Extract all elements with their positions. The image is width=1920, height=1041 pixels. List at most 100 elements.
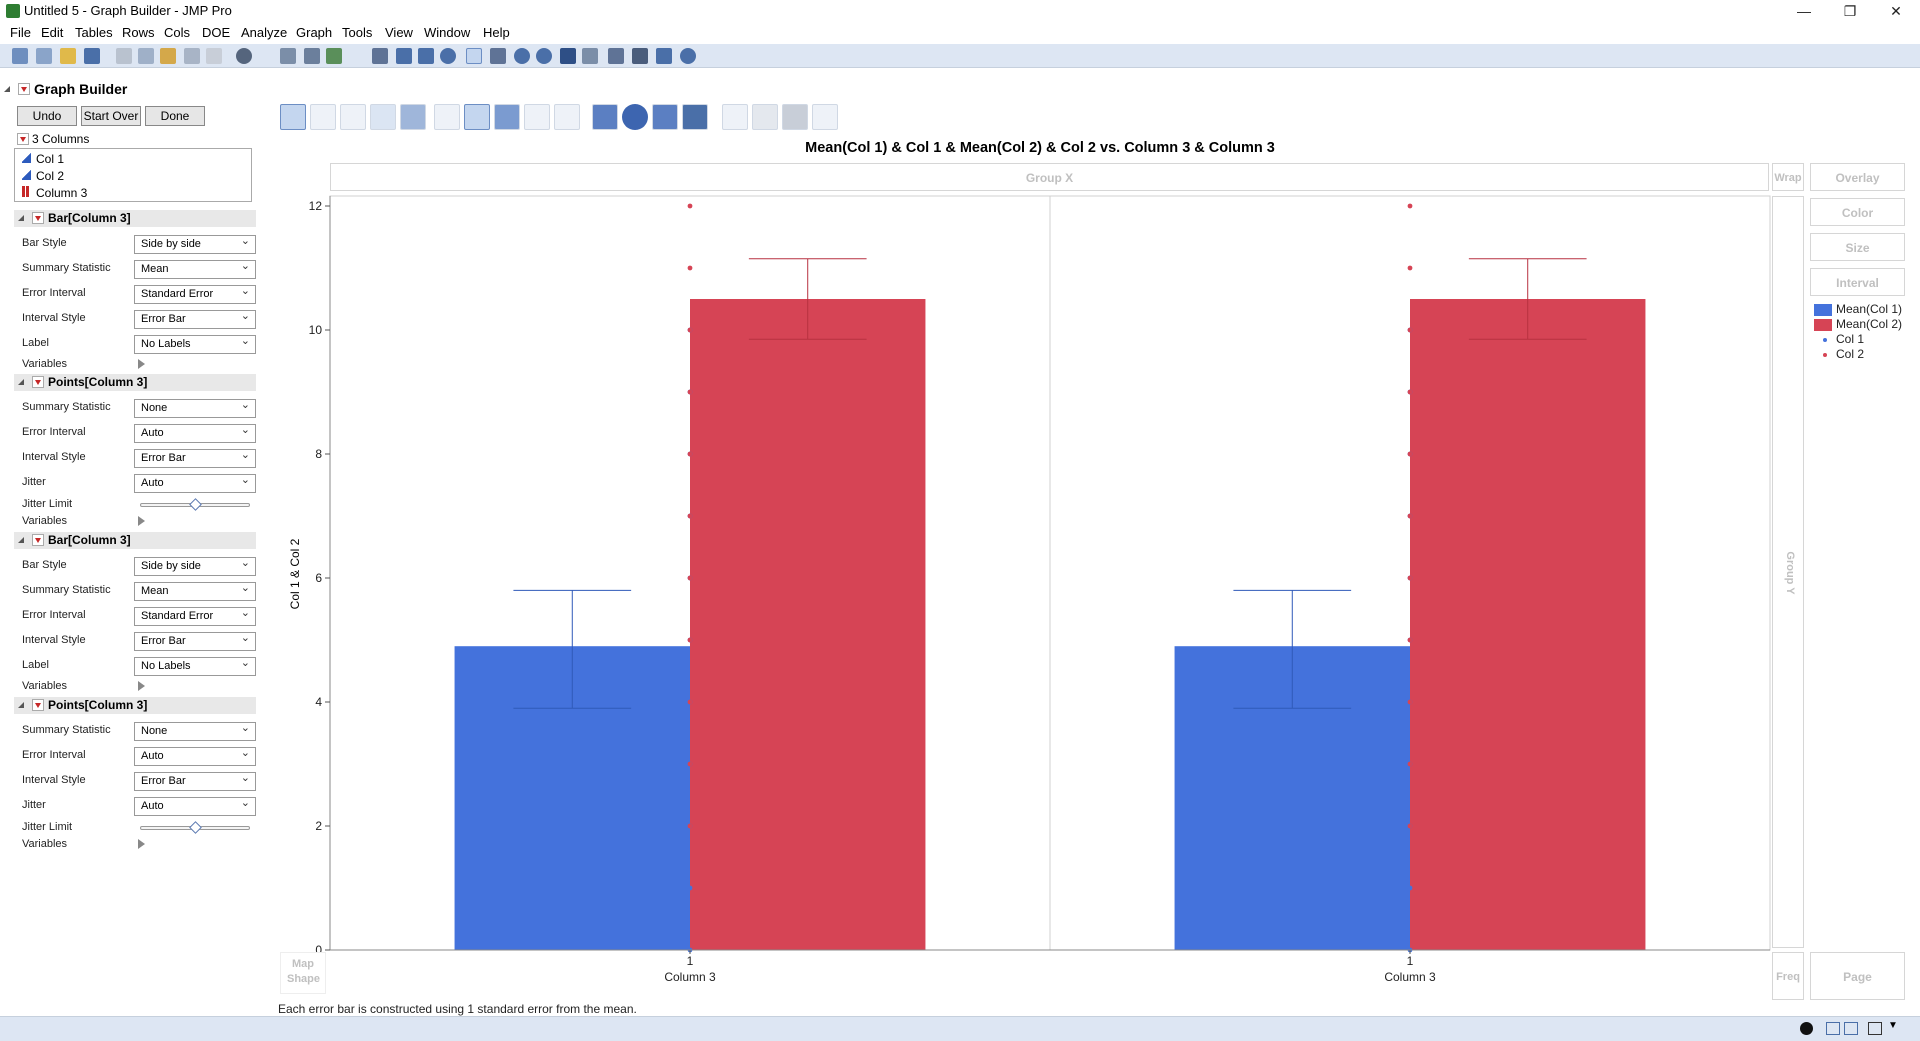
menu-analyze[interactable]: Analyze [241,25,288,40]
home-icon[interactable] [1826,1022,1840,1035]
interval-style-select[interactable]: Error Bar [134,770,256,791]
variables-expand-icon[interactable] [138,359,145,369]
mosaic-element-icon[interactable] [682,104,708,130]
reference-element-icon[interactable] [812,104,838,130]
heatmap-element-icon[interactable] [592,104,618,130]
bar-style-select[interactable]: Side by side [134,555,256,576]
interval-style-select[interactable]: Error Bar [134,630,256,651]
color-zone[interactable]: Color [1810,198,1905,226]
box-plot-element-icon[interactable] [524,104,550,130]
line-of-fit-element-icon[interactable] [340,104,366,130]
window-list-icon[interactable] [1844,1022,1858,1035]
start-over-button[interactable]: Start Over [81,106,141,126]
save-icon[interactable] [84,48,100,64]
lock-icon[interactable] [206,48,222,64]
crosshair-icon[interactable] [560,48,576,64]
formula-element-icon[interactable] [752,104,778,130]
points-section-header[interactable]: Points[Column 3] [14,697,256,714]
points-section-header[interactable]: Points[Column 3] [14,374,256,391]
menu-view[interactable]: View [385,25,413,40]
menu-file[interactable]: File [10,25,31,40]
menu-help[interactable]: Help [483,25,510,40]
variables-expand-icon[interactable] [138,839,145,849]
map-shapes-element-icon[interactable] [782,104,808,130]
jitter-select[interactable]: Auto [134,795,256,816]
histogram-element-icon[interactable] [554,104,580,130]
undo-button[interactable]: Undo [17,106,77,126]
contour-element-icon[interactable] [400,104,426,130]
red-triangle-menu-icon[interactable] [18,83,30,95]
area-element-icon[interactable] [494,104,520,130]
wrap-zone[interactable]: Wrap [1772,163,1804,191]
group-x-zone[interactable]: Group X [330,163,1769,191]
menu-tables[interactable]: Tables [75,25,113,40]
grabber-tool-icon[interactable] [466,48,482,64]
jitter-limit-thumb[interactable] [189,498,202,511]
interval-style-select[interactable]: Error Bar [134,447,256,468]
copy-icon[interactable] [138,48,154,64]
page-zone[interactable]: Page [1810,952,1905,1000]
line-element-icon[interactable] [434,104,460,130]
error-interval-select[interactable]: Standard Error [134,605,256,626]
oval-tool-icon[interactable] [680,48,696,64]
bar-section-header[interactable]: Bar[Column 3] [14,210,256,227]
menu-cols[interactable]: Cols [164,25,191,40]
summary-statistic-select[interactable]: Mean [134,580,256,601]
zoom-in-icon[interactable] [536,48,552,64]
variables-expand-icon[interactable] [138,681,145,691]
ruler-icon[interactable] [582,48,598,64]
menu-edit[interactable]: Edit [41,25,64,40]
table-icon[interactable] [280,48,296,64]
data-grid-icon[interactable] [304,48,320,64]
search-icon[interactable] [236,48,252,64]
map-shape-zone[interactable]: Map Shape [280,952,326,994]
label-select[interactable]: No Labels [134,333,256,354]
interval-style-select[interactable]: Error Bar [134,308,256,329]
layout-icon[interactable] [1868,1022,1882,1035]
distribution-icon[interactable] [326,48,342,64]
pie-element-icon[interactable] [622,104,648,130]
points-element-icon[interactable] [280,104,306,130]
menu-tools[interactable]: Tools [342,25,373,40]
treemap-element-icon[interactable] [652,104,678,130]
column-item-col1[interactable]: Col 1 [36,152,65,166]
selection-tool-icon[interactable] [418,48,434,64]
line-tool-icon[interactable] [632,48,648,64]
arrow-tool-icon[interactable] [372,48,388,64]
summary-statistic-select[interactable]: None [134,397,256,418]
label-select[interactable]: No Labels [134,655,256,676]
bar-style-select[interactable]: Side by side [134,233,256,254]
menu-window[interactable]: Window [424,25,471,40]
bar-section-header[interactable]: Bar[Column 3] [14,532,256,549]
variables-expand-icon[interactable] [138,516,145,526]
close-icon[interactable]: ✕ [1890,3,1902,19]
summary-statistic-select[interactable]: Mean [134,258,256,279]
info-icon[interactable] [1800,1022,1813,1035]
lasso-tool-icon[interactable] [440,48,456,64]
disclosure-icon[interactable] [4,86,10,92]
freq-zone[interactable]: Freq [1772,952,1804,1000]
menu-graph[interactable]: Graph [296,25,333,40]
column-item-col2[interactable]: Col 2 [36,169,65,183]
new-script-icon[interactable] [36,48,52,64]
bar-element-icon[interactable] [464,104,490,130]
restore-icon[interactable]: ❐ [1843,3,1857,19]
smoother-element-icon[interactable] [310,104,336,130]
summary-statistic-select[interactable]: None [134,720,256,741]
done-button[interactable]: Done [145,106,205,126]
ellipse-element-icon[interactable] [370,104,396,130]
overlay-zone[interactable]: Overlay [1810,163,1905,191]
help-tool-icon[interactable] [396,48,412,64]
annotate-icon[interactable] [608,48,624,64]
error-interval-select[interactable]: Auto [134,422,256,443]
jitter-select[interactable]: Auto [134,472,256,493]
zoom-out-icon[interactable] [514,48,530,64]
polygon-tool-icon[interactable] [656,48,672,64]
size-zone[interactable]: Size [1810,233,1905,261]
column-item-column3[interactable]: Column 3 [36,186,88,200]
jitter-limit-thumb[interactable] [189,821,202,834]
layout-dropdown-icon[interactable]: ▼ [1888,1020,1898,1031]
error-interval-select[interactable]: Standard Error [134,283,256,304]
cut-icon[interactable] [116,48,132,64]
open-icon[interactable] [60,48,76,64]
